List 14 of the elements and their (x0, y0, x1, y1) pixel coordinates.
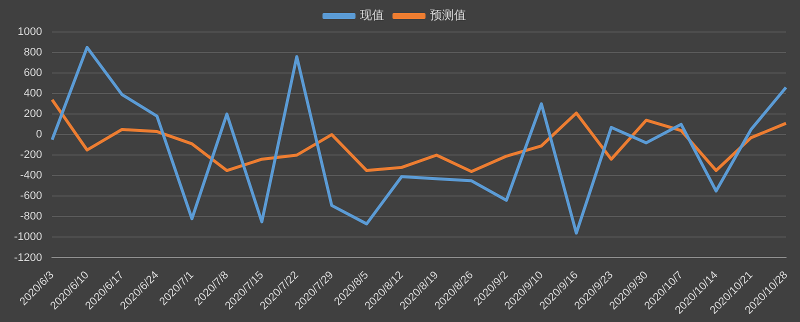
y-tick-label: -1200 (14, 252, 42, 264)
y-tick-label: 0 (36, 128, 42, 141)
y-tick-label: -600 (20, 190, 42, 202)
y-tick-label: 1000 (18, 26, 42, 38)
legend-label: 预测值 (430, 8, 466, 22)
y-tick-label: 400 (24, 88, 42, 100)
y-tick-label: 600 (24, 67, 42, 80)
y-tick-label: -200 (20, 149, 42, 162)
y-tick-label: 800 (24, 46, 42, 59)
y-tick-label: -800 (20, 210, 42, 223)
y-tick-label: -1000 (14, 231, 42, 244)
y-tick-label: 200 (24, 108, 42, 120)
legend-label: 现值 (360, 8, 384, 22)
y-tick-label: -400 (20, 170, 42, 182)
